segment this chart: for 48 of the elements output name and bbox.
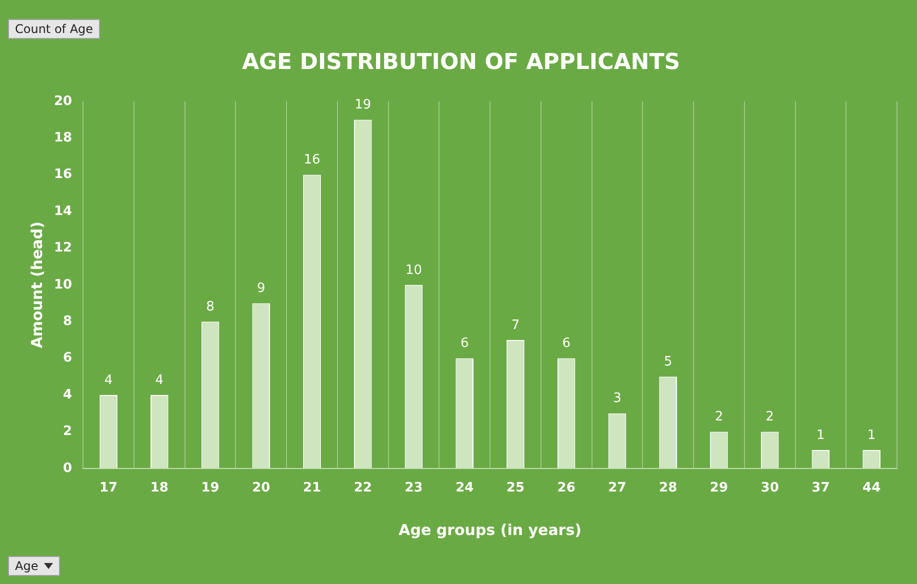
- x-axis-title: Age groups (in years): [398, 520, 582, 539]
- data-label: 1: [867, 428, 876, 443]
- x-tick-label: 30: [760, 480, 779, 496]
- x-tick-label: 17: [99, 480, 118, 496]
- data-label: 2: [714, 410, 724, 425]
- data-label: 7: [511, 318, 520, 333]
- data-label: 16: [304, 152, 320, 168]
- y-tick-label: 18: [54, 130, 72, 146]
- x-tick-label: 20: [252, 480, 270, 496]
- data-label: 2: [766, 410, 774, 425]
- x-tick-label: 26: [557, 480, 576, 496]
- x-tick-label: 27: [608, 480, 626, 496]
- y-tick-label: 10: [54, 277, 72, 292]
- data-label: 3: [613, 391, 622, 406]
- data-label: 4: [104, 372, 113, 388]
- text: Count of Age: [8, 19, 100, 39]
- x-tick-label: 44: [862, 480, 881, 496]
- chart-title: AGE DISTRIBUTION OF APPLICANTS: [242, 50, 680, 75]
- x-tick-label: 25: [506, 480, 525, 496]
- data-label: 9: [256, 281, 266, 296]
- data-label: 19: [354, 98, 372, 113]
- y-tick-label: 4: [63, 387, 72, 402]
- x-tick-label: 22: [354, 480, 372, 496]
- data-label: 1: [816, 428, 825, 443]
- y-tick-label: 14: [54, 204, 72, 219]
- data-label: 10: [405, 262, 422, 278]
- x-tick-label: 24: [456, 480, 474, 496]
- data-label: 6: [460, 336, 469, 352]
- data-label: 4: [155, 372, 164, 388]
- y-tick-label: 8: [63, 314, 72, 329]
- x-tick-label: 18: [150, 480, 168, 496]
- x-tick-label: 29: [710, 480, 728, 496]
- data-label: 5: [664, 354, 672, 370]
- y-tick-label: 16: [54, 167, 72, 182]
- y-tick-label: 20: [54, 94, 72, 109]
- x-tick-label: 21: [302, 480, 322, 496]
- text: Age: [15, 559, 38, 573]
- data-label: 8: [206, 299, 214, 314]
- y-tick-label: 6: [63, 350, 72, 366]
- x-tick-label: 28: [659, 480, 678, 496]
- y-axis-title: Amount (head): [28, 222, 46, 348]
- x-tick-label: 19: [201, 480, 220, 496]
- y-tick-label: 0: [63, 460, 72, 476]
- data-label: 6: [562, 336, 570, 352]
- y-tick-label: 2: [63, 424, 72, 440]
- y-tick-label: 12: [54, 240, 72, 256]
- x-tick-label: 23: [404, 480, 423, 496]
- x-tick-label: 37: [812, 480, 830, 496]
